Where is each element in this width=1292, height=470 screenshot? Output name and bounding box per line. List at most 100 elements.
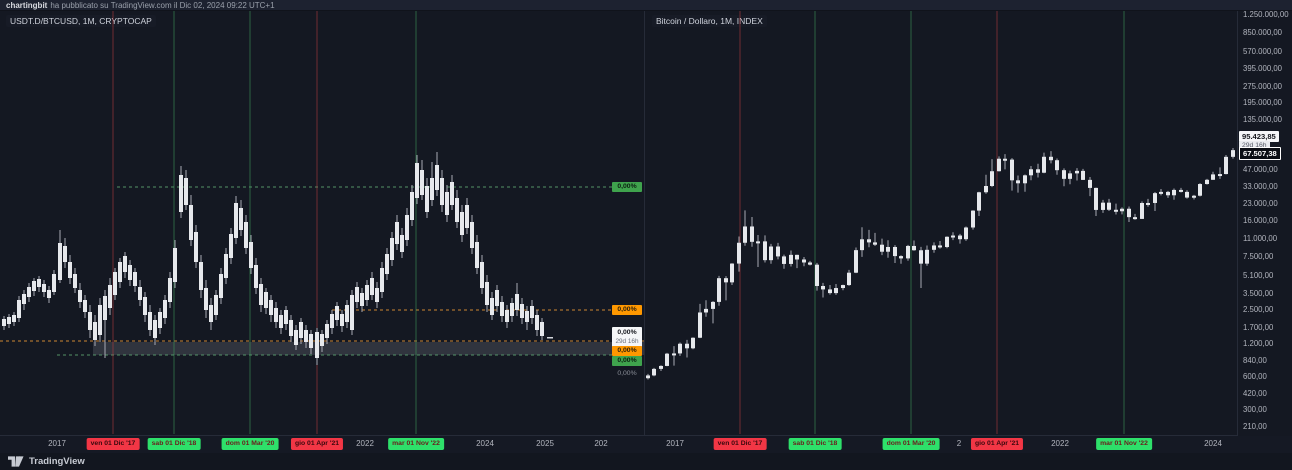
- left-chart-canvas[interactable]: [0, 0, 644, 470]
- highlight-band: [93, 342, 644, 355]
- date-flag[interactable]: ven 01 Dic '17: [86, 438, 140, 450]
- candle-body: [345, 305, 349, 322]
- date-flag[interactable]: dom 01 Mar '20: [882, 438, 940, 450]
- candle-body: [299, 322, 303, 338]
- candle-body: [500, 302, 504, 316]
- candle-body: [925, 249, 929, 264]
- candle-body: [173, 248, 177, 282]
- price-axis-label: 195.000,00: [1243, 97, 1283, 107]
- candle-body: [254, 265, 258, 288]
- candle-body: [1107, 202, 1111, 210]
- right-chart-canvas[interactable]: [646, 0, 1237, 470]
- time-axis-separator: [0, 435, 1292, 436]
- candle-body: [315, 332, 319, 358]
- price-axis-label: 570.000,00: [1243, 47, 1283, 56]
- candle-body: [977, 192, 981, 211]
- candle-body: [1224, 156, 1228, 175]
- price-axis-label: 395.000,00: [1243, 64, 1283, 74]
- candle-body: [63, 246, 67, 262]
- publish-bar: chartingbit ha pubblicato su TradingView.…: [0, 0, 1292, 11]
- candle-body: [899, 256, 903, 259]
- year-label[interactable]: 2024: [1204, 439, 1222, 448]
- year-label[interactable]: 2017: [48, 439, 66, 448]
- candle-body: [73, 274, 77, 288]
- year-label[interactable]: 2022: [356, 439, 374, 448]
- candle-body: [1192, 195, 1196, 198]
- candle-body: [945, 236, 949, 248]
- candle-body: [737, 242, 741, 264]
- candle-body: [355, 287, 359, 302]
- candle-body: [1133, 217, 1137, 220]
- candle-body: [1159, 191, 1163, 194]
- candle-body: [495, 290, 499, 306]
- year-label[interactable]: 202: [594, 439, 608, 448]
- publish-text: ha pubblicato su TradingView.com il Dic …: [50, 1, 275, 10]
- candle-body: [309, 334, 313, 348]
- candle-body: [209, 305, 213, 322]
- tradingview-logo-icon[interactable]: [8, 455, 24, 468]
- candle-body: [133, 272, 137, 286]
- year-label[interactable]: 2: [956, 439, 962, 448]
- candle-body: [505, 310, 509, 322]
- candle-body: [98, 305, 102, 335]
- candle-body: [12, 315, 16, 322]
- candle-body: [769, 246, 773, 261]
- candle-body: [984, 185, 988, 193]
- year-label[interactable]: 2025: [536, 439, 554, 448]
- candle-body: [32, 281, 36, 291]
- candle-body: [490, 298, 494, 315]
- date-flag[interactable]: sab 01 Dic '18: [147, 438, 201, 450]
- percent-badge-green: 0,00%: [612, 356, 642, 366]
- year-label[interactable]: 2017: [666, 439, 684, 448]
- candle-body: [886, 246, 890, 252]
- candle-body: [380, 268, 384, 292]
- date-flag[interactable]: mar 01 Nov '22: [1096, 438, 1152, 450]
- candle-body: [958, 235, 962, 240]
- candle-body: [672, 353, 676, 356]
- date-flag[interactable]: mar 01 Nov '22: [388, 438, 444, 450]
- price-axis-label: 1.700,00: [1243, 322, 1274, 332]
- candle-body: [425, 186, 429, 212]
- candle-body: [17, 300, 21, 318]
- candle-body: [244, 222, 248, 248]
- candle-body: [470, 222, 474, 248]
- candle-body: [1016, 180, 1020, 184]
- price-axis-label: 23.000,00: [1243, 199, 1278, 209]
- candle-body: [828, 289, 832, 294]
- candle-body: [1153, 193, 1157, 203]
- date-flag[interactable]: gio 01 Apr '21: [970, 438, 1024, 450]
- date-flag[interactable]: ven 01 Dic '17: [713, 438, 767, 450]
- year-label[interactable]: 2022: [1051, 439, 1069, 448]
- price-axis-label: 1.250.000,00: [1243, 9, 1289, 19]
- time-axis[interactable]: 2017 2022 2024 2025 202 ven 01 Dic '17 sab 01 …: [0, 436, 1292, 453]
- candle-body: [938, 245, 942, 248]
- candle-body: [360, 293, 364, 306]
- candle-body: [88, 312, 92, 330]
- candle-body: [219, 274, 223, 298]
- date-flag[interactable]: sab 01 Dic '18: [788, 438, 842, 450]
- price-axis-label: 1.200,00: [1243, 339, 1274, 349]
- candle-body: [214, 295, 218, 315]
- countdown-label: 29d 16h: [615, 338, 639, 345]
- price-axis-label: 3.500,00: [1243, 288, 1274, 298]
- candle-body: [1127, 208, 1131, 218]
- price-axis[interactable]: 1.250.000,00 850.000,00 570.000,00 395.000,…: [1238, 9, 1292, 436]
- brand-name[interactable]: TradingView: [29, 456, 85, 467]
- candle-body: [249, 242, 253, 268]
- date-flag[interactable]: dom 01 Mar '20: [221, 438, 279, 450]
- percent-badge-plain: 0,00%: [617, 370, 637, 377]
- candle-body: [691, 337, 695, 349]
- candle-body: [530, 306, 534, 318]
- year-label[interactable]: 2024: [476, 439, 494, 448]
- candle-body: [320, 334, 324, 346]
- candle-body: [480, 262, 484, 288]
- candle-body: [919, 250, 923, 264]
- candle-body: [440, 178, 444, 205]
- candle-body: [815, 264, 819, 286]
- candle-body: [78, 290, 82, 302]
- date-flag[interactable]: gio 01 Apr '21: [290, 438, 344, 450]
- candle-body: [932, 245, 936, 250]
- pane-divider[interactable]: [644, 11, 645, 436]
- left-pane-title: USDT.D/BTCUSD, 1M, CRYPTOCAP: [6, 15, 156, 27]
